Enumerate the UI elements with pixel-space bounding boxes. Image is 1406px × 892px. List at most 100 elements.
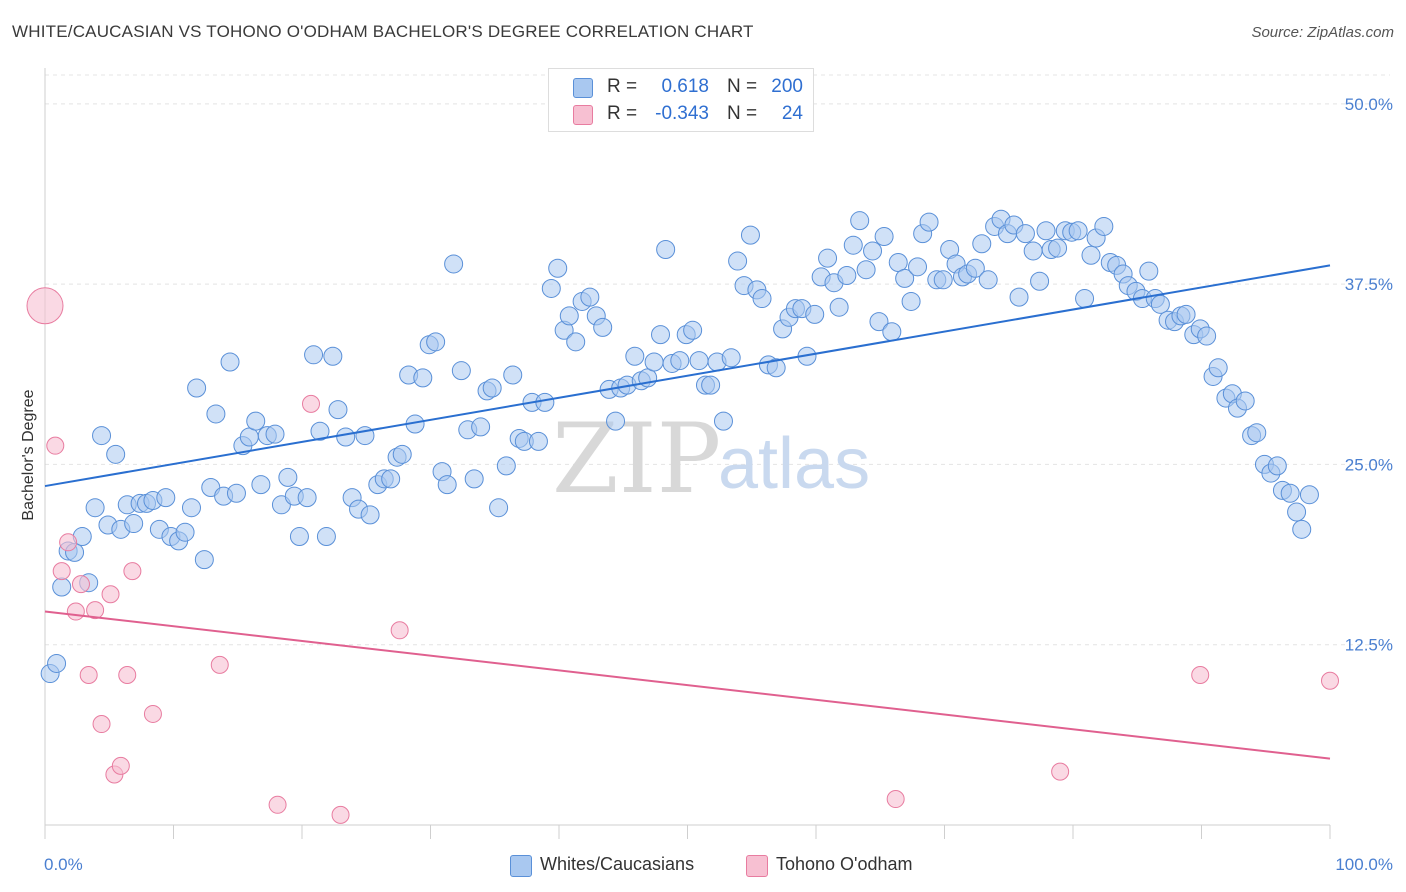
whites-point xyxy=(874,227,894,247)
whites-point xyxy=(818,248,838,268)
whites-point xyxy=(721,348,741,368)
whites-point xyxy=(328,400,348,420)
whites-point xyxy=(593,317,613,337)
whites-point xyxy=(965,258,985,278)
chart-title: WHITE/CAUCASIAN VS TOHONO O'ODHAM BACHEL… xyxy=(12,22,754,41)
whites-point xyxy=(1139,261,1159,281)
whites-point xyxy=(978,270,998,290)
whites-point xyxy=(1292,519,1312,539)
whites-point xyxy=(451,361,471,381)
tohono-trend-line xyxy=(44,610,1331,760)
whites-point xyxy=(933,270,953,290)
whites-point xyxy=(226,483,246,503)
whites-point xyxy=(566,332,586,352)
whites-point xyxy=(606,411,626,431)
whites-point xyxy=(972,234,992,254)
whites-point xyxy=(496,456,516,476)
whites-point xyxy=(52,577,72,597)
whites-point xyxy=(740,225,760,245)
whites-point xyxy=(336,427,356,447)
whites-point xyxy=(239,427,259,447)
whites-point xyxy=(728,251,748,271)
whites-point xyxy=(829,297,849,317)
tohono-point xyxy=(1191,666,1210,684)
whites-point xyxy=(220,352,240,372)
bottom-legend-label-whites: Whites/Caucasians xyxy=(540,854,695,874)
whites-point xyxy=(206,404,226,424)
legend-r-label: R = xyxy=(607,76,638,97)
whites-point xyxy=(908,257,928,277)
legend-n-value: 24 xyxy=(781,103,803,124)
tohono-point xyxy=(71,575,90,594)
whites-point xyxy=(1299,485,1319,505)
whites-point xyxy=(805,304,825,324)
whites-point xyxy=(863,241,883,261)
whites-point xyxy=(1009,287,1029,307)
tohono-point xyxy=(101,585,120,604)
whites-point xyxy=(251,475,271,495)
whites-point xyxy=(837,265,857,285)
whites-point xyxy=(843,235,863,255)
whites-point xyxy=(580,287,600,307)
whites-point xyxy=(489,498,509,518)
tohono-point xyxy=(123,562,142,581)
whites-point xyxy=(444,254,464,274)
whites-point xyxy=(124,514,144,534)
tohono-point xyxy=(1051,762,1070,781)
whites-point xyxy=(426,332,446,352)
y-tick-label: 12.5% xyxy=(1345,636,1393,655)
watermark-zip: ZIP xyxy=(552,403,721,515)
y-tick-labels: 12.5% 25.0% 37.5% 50.0% xyxy=(1345,95,1393,655)
whites-point xyxy=(413,368,433,388)
whites-point xyxy=(310,421,330,441)
whites-point xyxy=(360,505,380,525)
whites-point xyxy=(1150,294,1170,314)
whites-point xyxy=(392,444,412,464)
series-tohono-points xyxy=(26,287,1339,824)
whites-point xyxy=(1030,271,1050,291)
tohono-point xyxy=(86,601,105,620)
tohono-point xyxy=(331,805,350,824)
series-whites-points xyxy=(40,209,1319,684)
legend-r-value: -0.343 xyxy=(655,103,709,124)
whites-point xyxy=(888,253,908,272)
axes xyxy=(44,68,1331,839)
tohono-point xyxy=(143,704,162,723)
whites-point xyxy=(683,320,703,340)
whites-point xyxy=(882,322,902,342)
whites-point xyxy=(766,358,786,378)
whites-point xyxy=(1280,483,1300,503)
whites-point xyxy=(464,469,484,489)
whites-point xyxy=(437,475,457,495)
whites-point xyxy=(1048,238,1068,258)
legend-row-tohono: R = -0.343 N = 24 xyxy=(549,101,813,127)
legend-row-whites: R = 0.618 N = 200 xyxy=(549,74,813,100)
whites-point xyxy=(1015,224,1035,244)
whites-point xyxy=(1068,221,1088,241)
whites-point xyxy=(670,351,690,371)
whites-point xyxy=(175,522,195,542)
legend-swatch-tohono xyxy=(573,105,593,125)
y-tick-label: 25.0% xyxy=(1345,455,1393,474)
whites-trend-line xyxy=(44,264,1331,488)
whites-point xyxy=(181,498,201,518)
tohono-point xyxy=(66,602,85,621)
whites-point xyxy=(265,424,285,444)
whites-point xyxy=(381,469,401,489)
whites-point xyxy=(1267,456,1287,476)
x-tick-labels: 0.0% 100.0% xyxy=(44,855,1393,874)
whites-point xyxy=(278,467,298,487)
tohono-point xyxy=(46,436,65,455)
whites-point xyxy=(1235,391,1255,411)
tohono-point xyxy=(59,533,78,552)
tohono-point xyxy=(886,790,905,809)
legend-r-label: R = xyxy=(607,103,638,124)
x-tick-label: 0.0% xyxy=(44,855,83,874)
tohono-point xyxy=(210,655,229,674)
tohono-point xyxy=(92,715,111,734)
whites-point xyxy=(1176,304,1196,324)
whites-point xyxy=(1023,241,1043,261)
whites-point xyxy=(1208,358,1228,378)
legend-n-label: N = xyxy=(727,76,758,97)
